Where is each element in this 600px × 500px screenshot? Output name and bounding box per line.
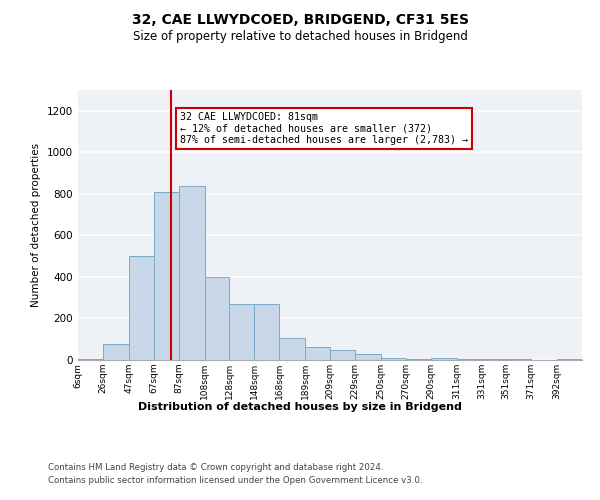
- Bar: [205, 277, 229, 360]
- Text: 32, CAE LLWYDCOED, BRIDGEND, CF31 5ES: 32, CAE LLWYDCOED, BRIDGEND, CF31 5ES: [131, 12, 469, 26]
- Bar: [481, 359, 506, 360]
- Bar: [355, 354, 381, 360]
- Bar: [103, 344, 129, 360]
- Text: Contains public sector information licensed under the Open Government Licence v3: Contains public sector information licen…: [48, 476, 422, 485]
- Text: Size of property relative to detached houses in Bridgend: Size of property relative to detached ho…: [133, 30, 467, 43]
- Bar: [129, 256, 154, 360]
- Text: Contains HM Land Registry data © Crown copyright and database right 2024.: Contains HM Land Registry data © Crown c…: [48, 462, 383, 471]
- Text: 32 CAE LLWYDCOED: 81sqm
← 12% of detached houses are smaller (372)
87% of semi-d: 32 CAE LLWYDCOED: 81sqm ← 12% of detache…: [180, 112, 468, 145]
- Bar: [381, 358, 406, 360]
- Bar: [154, 192, 179, 360]
- Bar: [557, 359, 582, 360]
- Text: Distribution of detached houses by size in Bridgend: Distribution of detached houses by size …: [138, 402, 462, 412]
- Bar: [78, 359, 103, 360]
- Bar: [229, 304, 254, 360]
- Y-axis label: Number of detached properties: Number of detached properties: [31, 143, 41, 307]
- Bar: [179, 186, 205, 360]
- Bar: [506, 359, 531, 360]
- Bar: [279, 338, 305, 360]
- Bar: [406, 359, 431, 360]
- Bar: [431, 358, 457, 360]
- Bar: [254, 304, 279, 360]
- Bar: [330, 350, 355, 360]
- Bar: [305, 346, 330, 360]
- Bar: [457, 359, 481, 360]
